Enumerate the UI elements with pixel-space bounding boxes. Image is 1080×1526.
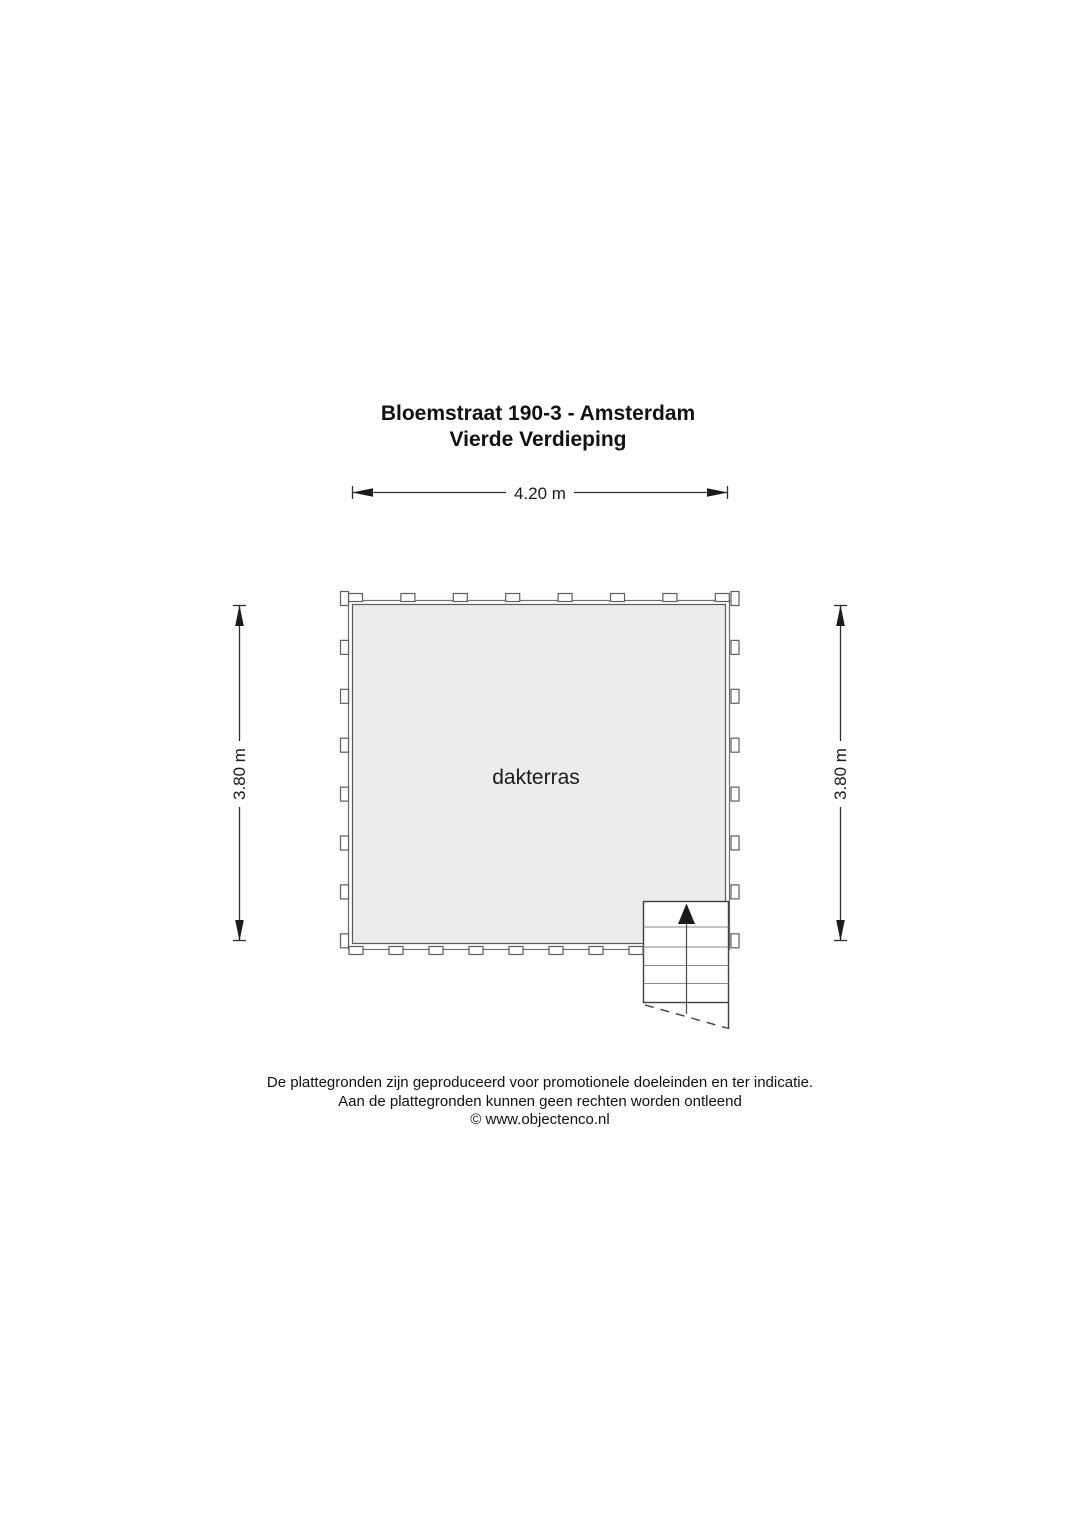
dimension-height-right-label: 3.80 m bbox=[831, 748, 850, 800]
railing-post bbox=[730, 737, 740, 753]
dimension-height-right: 3.80 m bbox=[831, 604, 850, 942]
railing-post bbox=[730, 590, 740, 607]
railing-post bbox=[609, 592, 626, 603]
railing-outline bbox=[347, 599, 731, 951]
dim-arrow-down-icon bbox=[836, 920, 845, 941]
dimension-width-label: 4.20 m bbox=[514, 484, 566, 503]
railing-post bbox=[730, 688, 740, 704]
railing-post bbox=[557, 592, 573, 603]
railing-post bbox=[505, 592, 521, 603]
railing-post bbox=[730, 835, 740, 851]
railing-post bbox=[730, 884, 740, 900]
page-title-line2: Vierde Verdieping bbox=[449, 428, 626, 451]
dimension-height-left-label: 3.80 m bbox=[230, 748, 249, 800]
railing-post bbox=[348, 945, 364, 956]
dim-arrow-up-icon bbox=[235, 605, 244, 626]
railing-posts bbox=[339, 590, 740, 956]
footer-copyright: © www.objectenco.nl bbox=[470, 1111, 609, 1128]
railing-post bbox=[347, 592, 364, 603]
page-title-line1: Bloemstraat 190-3 - Amsterdam bbox=[381, 402, 695, 425]
railing-post bbox=[388, 945, 404, 956]
staircase bbox=[642, 900, 730, 1030]
stair-cut-line bbox=[644, 1004, 729, 1030]
railing-post bbox=[339, 688, 350, 704]
railing-post bbox=[468, 945, 484, 956]
railing-post bbox=[400, 592, 416, 603]
railing-post bbox=[730, 639, 740, 656]
railing-post bbox=[339, 786, 350, 802]
railing-post bbox=[339, 639, 350, 656]
railing-post bbox=[662, 592, 678, 603]
dimension-height-left: 3.80 m bbox=[230, 604, 249, 942]
terrace bbox=[347, 599, 731, 951]
railing-post bbox=[428, 945, 444, 956]
footer-disclaimer: De plattegronden zijn geproduceerd voor … bbox=[267, 1074, 813, 1128]
railing-post bbox=[628, 945, 644, 956]
railing-post bbox=[339, 933, 350, 949]
railing-post bbox=[339, 884, 350, 900]
dimension-width: 4.20 m bbox=[351, 484, 729, 503]
terrace-floor bbox=[351, 603, 727, 945]
footer-line1: De plattegronden zijn geproduceerd voor … bbox=[267, 1074, 813, 1091]
railing-post bbox=[339, 835, 350, 851]
railing-post bbox=[339, 590, 350, 607]
stairs-up-arrow-icon bbox=[678, 903, 695, 924]
railing-post bbox=[730, 933, 740, 949]
dim-arrow-up-icon bbox=[836, 605, 845, 626]
railing-post bbox=[508, 945, 524, 956]
dim-arrow-left-icon bbox=[352, 488, 373, 497]
railing-post bbox=[714, 592, 730, 603]
railing-post bbox=[588, 945, 604, 956]
dim-arrow-down-icon bbox=[235, 920, 244, 941]
footer-line2: Aan de plattegronden kunnen geen rechten… bbox=[338, 1093, 742, 1110]
railing-post bbox=[452, 592, 468, 603]
railing-post bbox=[339, 737, 350, 753]
railing-post bbox=[548, 945, 564, 956]
room-label-dakterras: dakterras bbox=[492, 766, 580, 789]
dim-arrow-right-icon bbox=[707, 488, 728, 497]
railing-post bbox=[730, 786, 740, 802]
